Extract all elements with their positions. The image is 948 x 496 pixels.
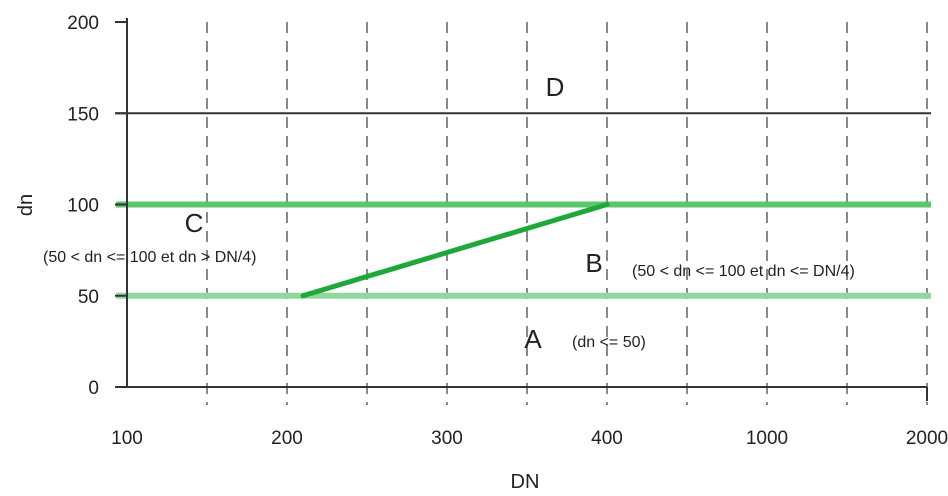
x-tick-label: 400 [591,428,623,449]
x-tick-label: 2000 [906,428,948,449]
x-axis-title: DN [511,471,540,493]
series-line-0 [300,202,610,299]
y-tick-label: 0 [88,378,99,399]
x-tick-label: 1000 [746,428,788,449]
region-label-b: B [585,248,602,278]
region-note-b: (50 < dn <= 100 et dn <= DN/4) [632,263,855,280]
reference-lines [116,112,931,299]
y-axis-title: dn [15,194,37,216]
ticks: 0 50 100 150 200 100 200 300 400 1000 2000 [67,13,948,449]
region-label-c: C [185,208,204,238]
series [300,202,610,299]
region-note-c: (50 < dn <= 100 et dn > DN/4) [43,249,256,266]
x-tick-label: 200 [271,428,303,449]
grid [206,22,928,405]
x-tick-label: 300 [431,428,463,449]
region-note-a: (dn <= 50) [572,334,646,351]
x-tick-label: 100 [111,428,143,449]
y-tick-label: 200 [67,13,99,34]
y-tick-label: 150 [67,104,99,125]
y-tick-label: 100 [67,196,99,217]
axes [126,18,927,388]
region-label-a: A [524,324,542,354]
region-label-d: D [546,72,565,102]
y-tick-label: 50 [78,287,99,308]
